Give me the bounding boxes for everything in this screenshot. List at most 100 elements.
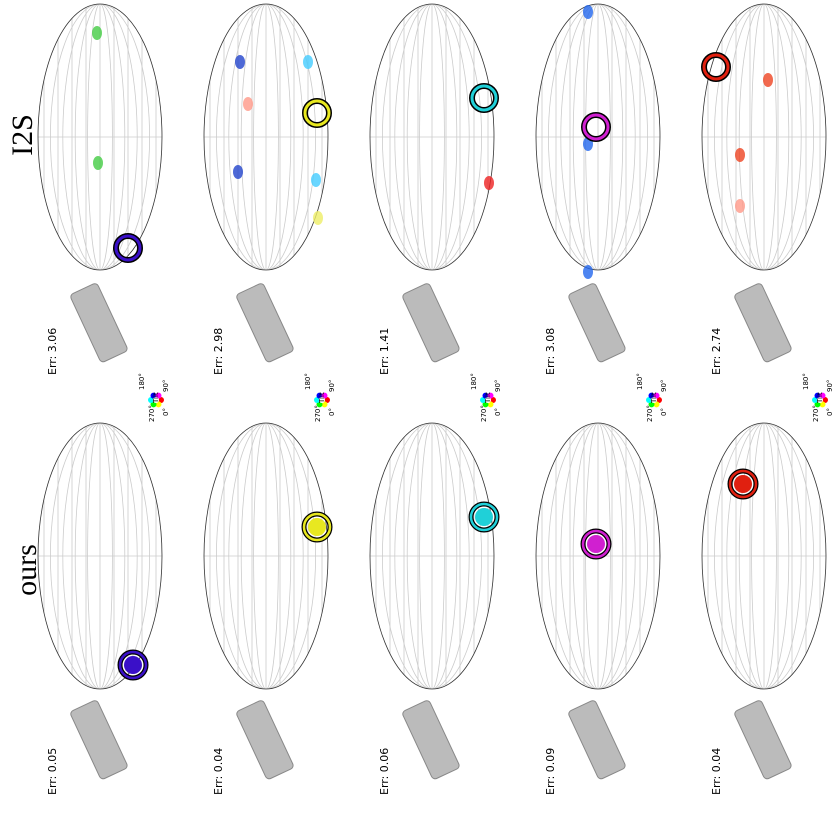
wheel-segment: [648, 401, 655, 408]
legend-label: Tilt: [650, 392, 658, 404]
gt-ring: [118, 650, 148, 680]
prediction: [587, 535, 605, 553]
wheel-segment: [653, 392, 660, 399]
wheel-segment: [480, 397, 486, 403]
wheel-segment: [482, 401, 489, 408]
probability-blob: [583, 5, 593, 19]
probability-blob: [735, 199, 745, 213]
wheel-segment: [155, 401, 162, 408]
gt-ring: [728, 469, 758, 499]
gt-ring: [582, 113, 610, 141]
wheel-segment: [490, 397, 496, 403]
gt-ring: [114, 234, 142, 262]
legend-label: Tilt: [152, 392, 160, 404]
globe: [38, 423, 162, 689]
row-label: I2S: [6, 114, 39, 156]
legend-label: 0°: [826, 408, 833, 416]
legend-label: 180°: [470, 373, 478, 390]
prediction: [734, 475, 752, 493]
wheel-segment: [155, 392, 162, 399]
globe-outline: [37, 3, 163, 271]
prediction: [475, 508, 493, 526]
legend-label: Tilt: [484, 392, 492, 404]
globe: [38, 4, 162, 270]
legend-label: 270°: [812, 405, 820, 422]
globe-outline: [369, 422, 495, 690]
wheel-segment: [814, 401, 821, 408]
legend-label: 270°: [480, 405, 488, 422]
wheel-segment: [324, 397, 330, 403]
wheel-center: [817, 397, 823, 403]
legend-label: 90°: [660, 380, 668, 392]
globe-outline: [701, 3, 827, 271]
probability-blob: [235, 55, 245, 69]
wheel-segment: [482, 392, 489, 399]
legend-label: 90°: [494, 380, 502, 392]
error-label: Err: 2.74: [710, 328, 723, 375]
globe: [370, 423, 494, 689]
legend-label: Tilt: [318, 392, 326, 404]
probability-blob: [303, 55, 313, 69]
globe-outline: [535, 3, 661, 271]
wheel-segment: [314, 397, 320, 403]
object-render: [236, 283, 294, 363]
probability-blob: [313, 211, 323, 225]
probability-blob: [233, 165, 243, 179]
wheel-center: [651, 397, 657, 403]
globe-outline: [369, 3, 495, 271]
legend-label: 270°: [646, 405, 654, 422]
wheel-segment: [646, 397, 652, 403]
object-render: [70, 700, 128, 780]
object-render: [402, 700, 460, 780]
object-render: [236, 700, 294, 780]
globe-outline: [701, 422, 827, 690]
error-label: Err: 0.04: [710, 748, 723, 795]
legend-label: 180°: [138, 373, 146, 390]
error-label: Err: 3.08: [544, 328, 557, 375]
globe-outline: [535, 422, 661, 690]
error-label: Err: 0.09: [544, 748, 557, 795]
probability-blob: [735, 148, 745, 162]
gt-ring: [303, 99, 331, 127]
globe-outline: [37, 422, 163, 690]
wheel-segment: [316, 392, 323, 399]
globe-outline: [203, 422, 329, 690]
wheel-segment: [814, 392, 821, 399]
wheel-segment: [487, 392, 494, 399]
legend-label: Tilt: [816, 392, 824, 404]
legend-label: 90°: [328, 380, 336, 392]
legend-label: 0°: [162, 408, 170, 416]
wheel-segment: [819, 392, 826, 399]
wheel-segment: [321, 392, 328, 399]
gt-ring: [702, 53, 730, 81]
object-render: [70, 283, 128, 363]
globe: [702, 4, 826, 270]
wheel-segment: [148, 397, 154, 403]
error-label: Err: 0.04: [212, 748, 225, 795]
object-render: [568, 283, 626, 363]
error-label: Err: 3.06: [46, 328, 59, 375]
error-label: Err: 0.06: [378, 748, 391, 795]
error-label: Err: 0.05: [46, 748, 59, 795]
globe: [204, 423, 328, 689]
legend-label: 0°: [328, 408, 336, 416]
wheel-segment: [158, 397, 164, 403]
wheel-segment: [648, 392, 655, 399]
probability-blob: [484, 176, 494, 190]
wheel-segment: [150, 392, 157, 399]
globe: [204, 4, 328, 270]
row-label: ours: [10, 544, 43, 596]
legend-label: 90°: [162, 380, 170, 392]
probability-blob: [763, 73, 773, 87]
probability-blob: [583, 265, 593, 279]
legend-label: 90°: [826, 380, 833, 392]
legend-label: 0°: [494, 408, 502, 416]
probability-blob: [243, 97, 253, 111]
prediction: [124, 656, 142, 674]
legend-label: 180°: [304, 373, 312, 390]
prediction: [308, 518, 326, 536]
object-render: [734, 283, 792, 363]
legend-label: 0°: [660, 408, 668, 416]
probability-blob: [92, 26, 102, 40]
